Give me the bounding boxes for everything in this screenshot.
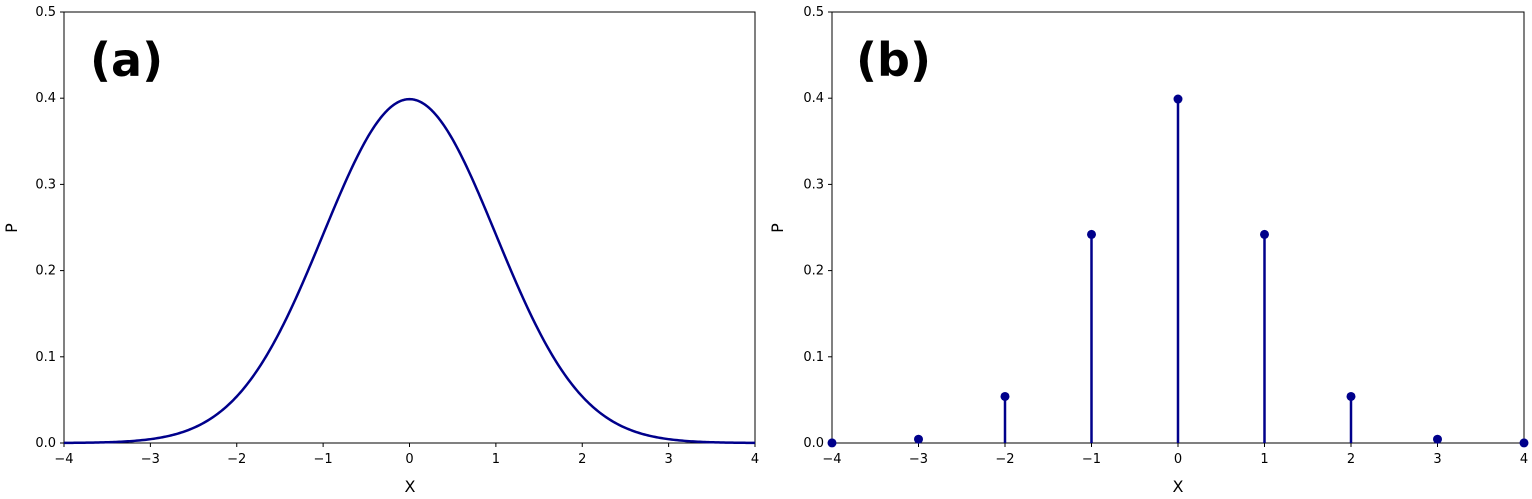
panel-a-x-tick-label: 4: [751, 452, 759, 467]
panel-a-x-tick-label: 0: [405, 452, 413, 467]
panel-a-x-axis-label: X: [405, 477, 416, 496]
panel-b-x-tick-label: −1: [1082, 452, 1101, 467]
panel-a-y-tick-label: 0.3: [35, 177, 56, 192]
panel-b-x-tick-label: 3: [1433, 452, 1441, 467]
panel-a-x-tick-label: −3: [141, 452, 160, 467]
panel-a-y-tick-label: 0.0: [35, 436, 56, 451]
panel-b-stem-marker: [1433, 434, 1442, 444]
panel-b-stem-marker: [1087, 229, 1096, 239]
panel-a-x-tick-label: −1: [314, 452, 333, 467]
panel-a-x-tick-label: −2: [227, 452, 246, 467]
panel-a-x-tick-label: −4: [54, 452, 73, 467]
panel-b-y-tick-label: 0.3: [803, 177, 824, 192]
panel-b-y-axis-label: P: [768, 223, 787, 233]
panel-b-y-tick-label: 0.4: [803, 91, 824, 106]
panel-b-stem-marker: [914, 434, 923, 444]
panel-a-series-line: [64, 97, 755, 445]
panel-b-y-tick-label: 0.5: [803, 5, 824, 20]
panel-b-stem-marker: [1000, 391, 1010, 401]
panel-a-line-chart: (a) X P −4 −3 −2 −1 0 1 2 3 4 0.0 0.1 0.2 0.3 0.4 0.5: [2, 5, 759, 496]
panel-b-x-tick-label: −2: [995, 452, 1014, 467]
panel-b-stem-marker: [1260, 229, 1269, 239]
panel-b-x-tick-label: −4: [822, 452, 841, 467]
panel-b-y-tick-label: 0.1: [803, 350, 824, 365]
panel-a-axes-frame: [63, 11, 756, 444]
panel-b-x-tick-label: 0: [1174, 452, 1182, 467]
panel-a-y-tick-label: 0.2: [35, 264, 56, 279]
panel-a-y-tick-label: 0.5: [35, 5, 56, 20]
panel-b-x-tick-label: 1: [1260, 452, 1268, 467]
panel-a-x-tick-label: 2: [578, 452, 586, 467]
panel-b-x-tick-label: −3: [909, 452, 928, 467]
panel-a-y-axis-label: P: [2, 223, 21, 233]
panel-b-y-tick-label: 0.0: [803, 436, 824, 451]
panel-a-x-tick-label: 1: [492, 452, 500, 467]
panel-a-label: (a): [90, 33, 163, 87]
panel-b-stem-marker: [1519, 438, 1529, 448]
panel-a-y-tick-label: 0.1: [35, 350, 56, 365]
panel-b-x-tick-label: 4: [1520, 452, 1528, 467]
panel-b-x-tick-label: 2: [1347, 452, 1355, 467]
panel-b-label: (b): [856, 33, 931, 87]
panel-b-x-axis-label: X: [1173, 477, 1184, 496]
panel-a-x-tick-label: 3: [664, 452, 672, 467]
panel-b-stem-chart: (b) X P −4 −3 −2 −1 0 1 2 3 4 0.0 0.1 0.2 0.3 0.4 0.5: [768, 5, 1529, 496]
panel-b-stem-marker: [1346, 391, 1356, 401]
panel-a-y-tick-label: 0.4: [35, 91, 56, 106]
panel-b-stem-marker: [827, 438, 837, 448]
panel-b-y-tick-label: 0.2: [803, 264, 824, 279]
panel-b-stem-marker: [1173, 94, 1183, 104]
